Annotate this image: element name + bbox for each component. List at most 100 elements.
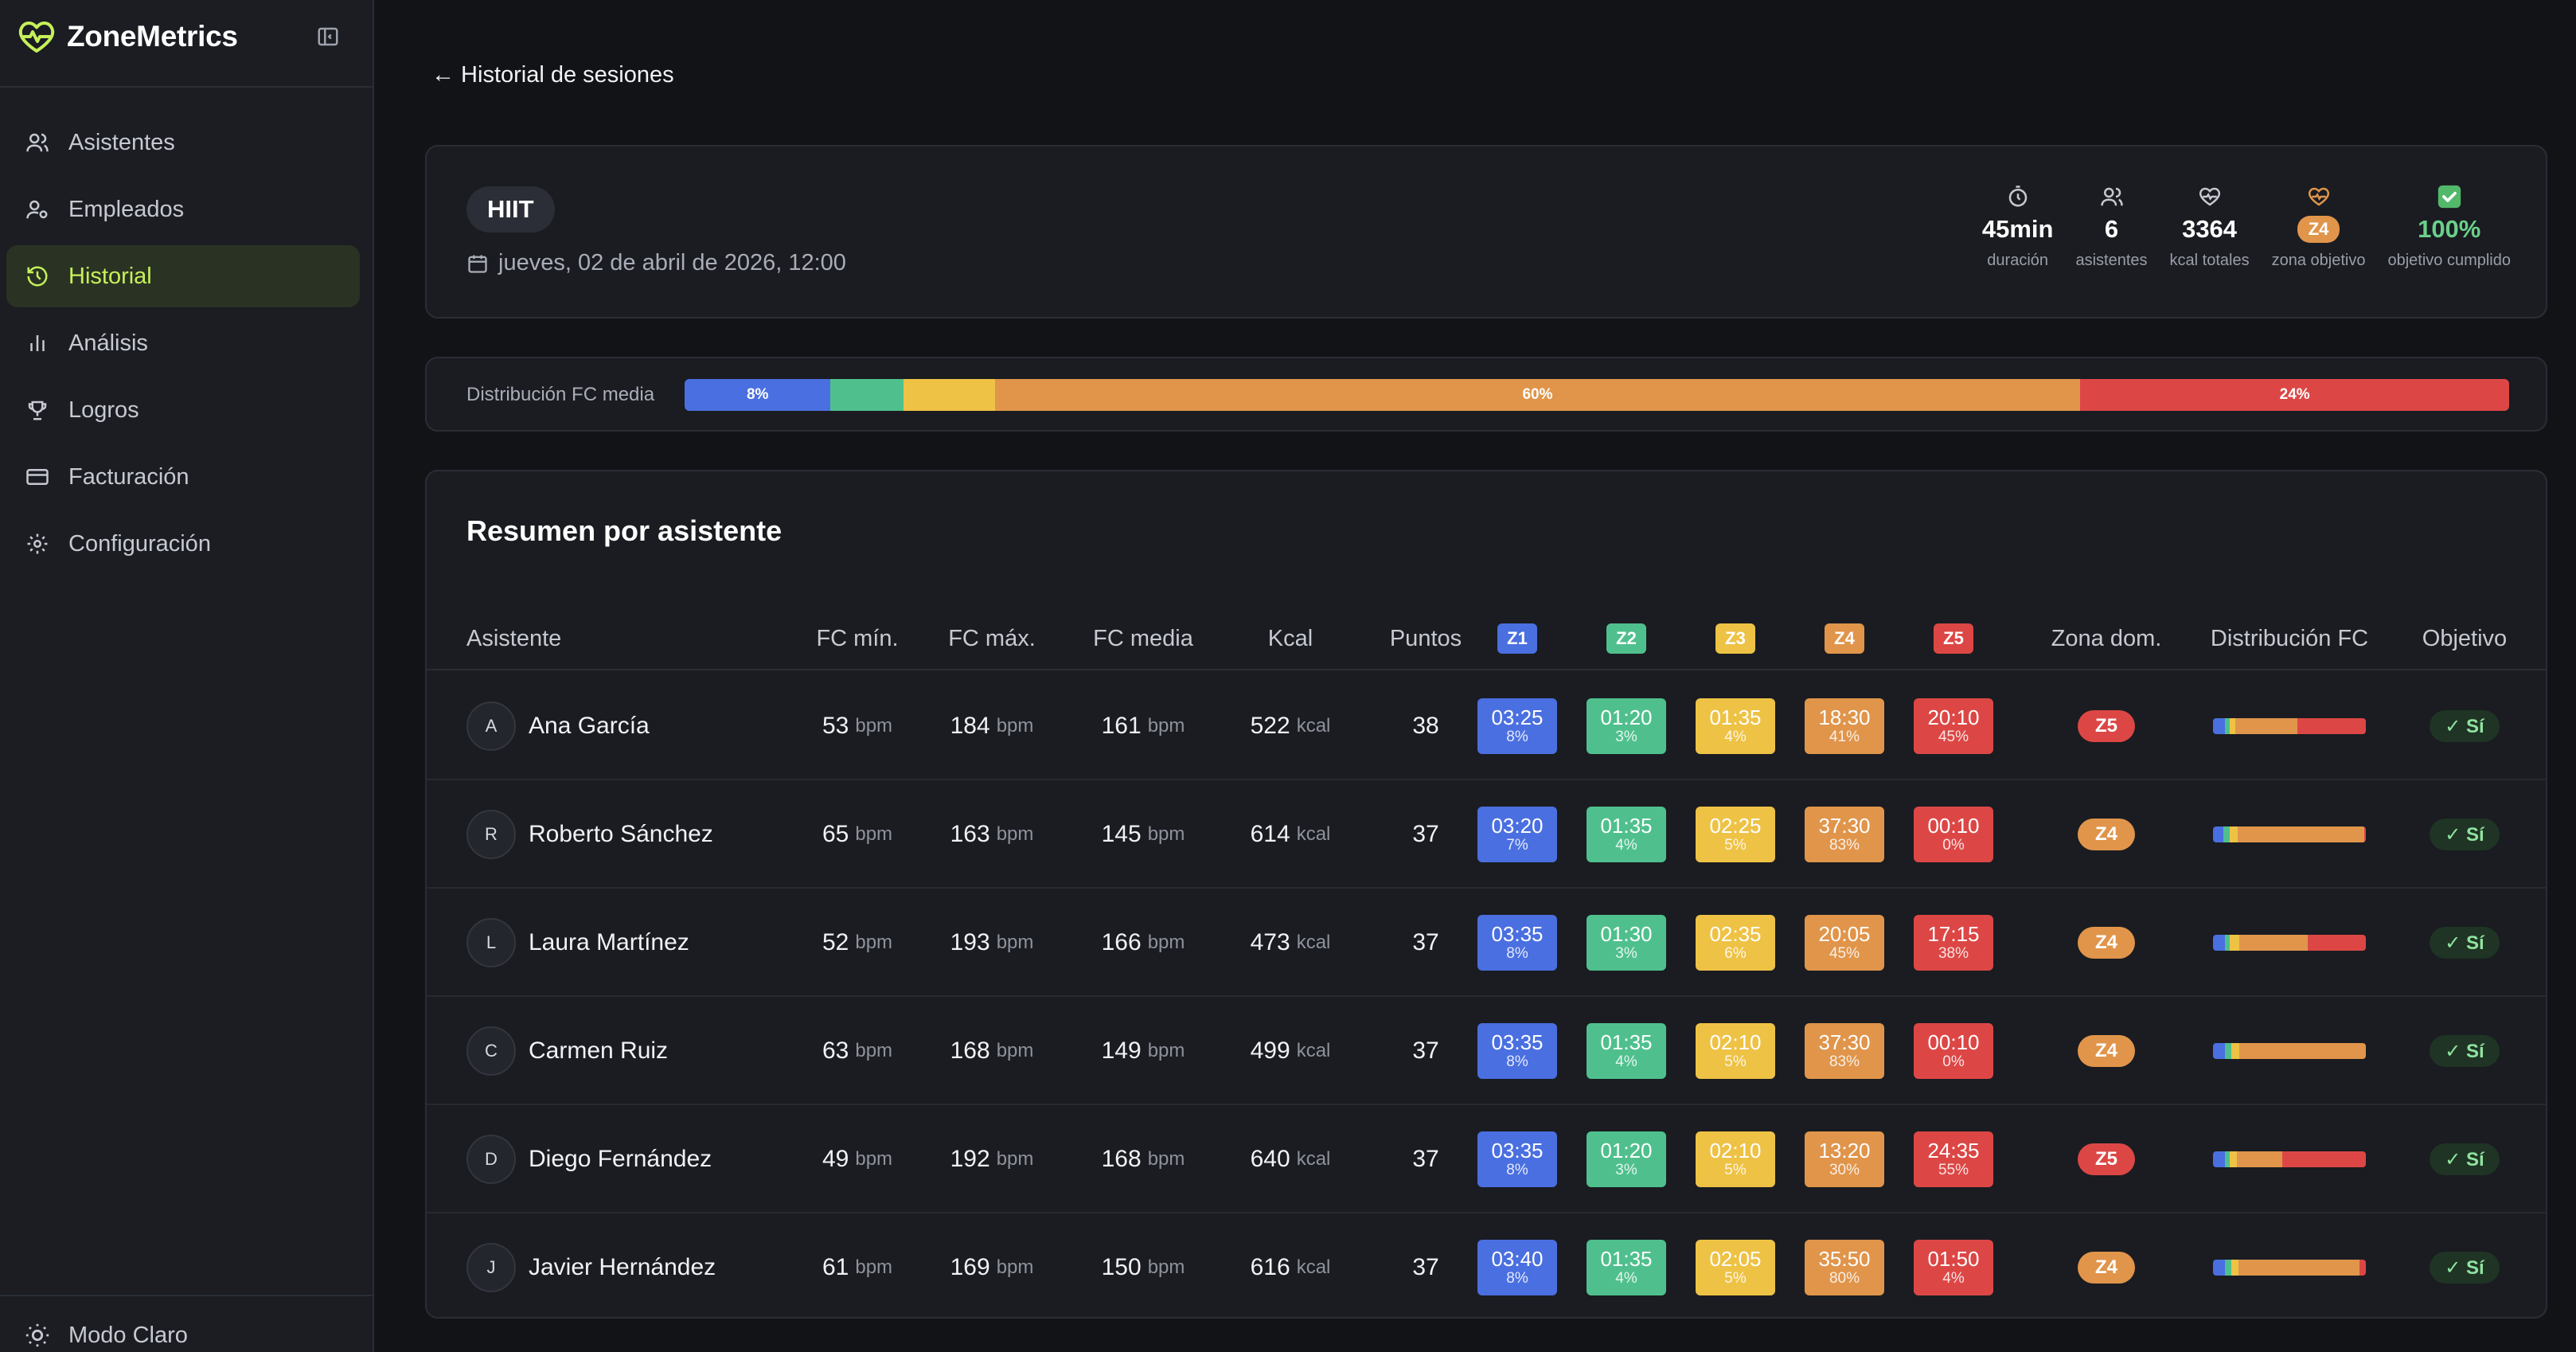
zone-time-cell-z5: 24:35 55% (1914, 1105, 1993, 1213)
zone-time-cell-z3: 02:10 5% (1696, 997, 1775, 1105)
fc-min-cell: 63 bpm (782, 997, 933, 1105)
col-header-fc-min[interactable]: FC mín. (816, 625, 899, 651)
mini-bar-segment-z2 (2225, 718, 2230, 734)
zone-time-cell-z2: 01:20 3% (1587, 1105, 1666, 1213)
mini-bar-segment-z1 (2213, 935, 2226, 951)
zone-percent: 5% (1724, 1053, 1747, 1070)
fc-avg-cell: 161 bpm (1064, 672, 1223, 780)
sun-icon (25, 1323, 49, 1347)
sidebar-item-empleados[interactable]: Empleados (6, 178, 360, 240)
table-row[interactable]: R Roberto Sánchez 65 bpm 163 bpm 145 bpm 614 kcal… (427, 780, 2546, 889)
mini-bar-segment-z3 (2231, 1043, 2239, 1059)
zone-time: 03:20 (1491, 814, 1544, 838)
col-header-points[interactable]: Puntos (1389, 625, 1462, 651)
sidebar-item-historial[interactable]: Historial (6, 245, 360, 307)
fc-avg-value: 161 (1101, 713, 1142, 739)
distribution-segment-z4: 60% (994, 379, 2081, 411)
back-to-history-link[interactable]: ← Historial de sesiones (431, 62, 674, 88)
session-date-text: jueves, 02 de abril de 2026, 12:00 (498, 250, 846, 275)
sidebar-item-label: Historial (68, 263, 152, 289)
unit-label: kcal (1296, 932, 1331, 953)
z3-badge: Z3 (1715, 623, 1755, 654)
sidebar-item-asistentes[interactable]: Asistentes (6, 111, 360, 174)
light-mode-toggle[interactable]: Modo Claro (24, 1322, 188, 1349)
zone-percent: 4% (1615, 1270, 1637, 1287)
attendee-cell[interactable]: A Ana García (466, 672, 650, 780)
fc-max-value: 169 (950, 1254, 990, 1280)
mini-bar-segment-z3 (2231, 1260, 2239, 1276)
col-header-z4[interactable]: Z4 (1805, 607, 1884, 670)
goal-achieved-pill: ✓ Sí (2430, 1252, 2500, 1284)
credit-card-icon (24, 463, 51, 490)
distribution-bar: 8% 60% 24% (685, 379, 2509, 411)
kcal-value: 499 (1250, 1037, 1290, 1064)
sidebar-item-analisis[interactable]: Análisis (6, 312, 360, 374)
table-row[interactable]: J Javier Hernández 61 bpm 169 bpm 150 bpm 616 kca… (427, 1213, 2546, 1317)
stat-value: Z4 (2297, 213, 2340, 245)
table-row[interactable]: L Laura Martínez 52 bpm 193 bpm 166 bpm 473 kcal 3… (427, 889, 2546, 997)
zone-time-cell-z5: 20:10 45% (1914, 672, 1993, 780)
col-header-z5[interactable]: Z5 (1914, 607, 1993, 670)
col-header-z2[interactable]: Z2 (1587, 607, 1666, 670)
sidebar-item-logros[interactable]: Logros (6, 379, 360, 441)
col-header-fc-max[interactable]: FC máx. (948, 625, 1036, 651)
col-header-z1[interactable]: Z1 (1477, 607, 1557, 670)
zone-percent: 3% (1615, 729, 1637, 745)
brand[interactable]: ZoneMetrics (18, 14, 360, 59)
col-header-hr-distribution[interactable]: Distribución FC (2210, 625, 2369, 651)
attendee-cell[interactable]: R Roberto Sánchez (466, 780, 713, 889)
attendee-cell[interactable]: C Carmen Ruiz (466, 997, 668, 1105)
col-header-dominant-zone[interactable]: Zona dom. (2051, 625, 2162, 651)
fc-max-cell: 163 bpm (920, 780, 1064, 889)
mini-bar-segment-z4 (2237, 1151, 2283, 1167)
col-header-fc-avg[interactable]: FC media (1093, 625, 1193, 651)
target-zone-pill: Z4 (2297, 216, 2340, 243)
zone-time-cell-z2: 01:35 4% (1587, 780, 1666, 889)
table-row[interactable]: A Ana García 53 bpm 184 bpm 161 bpm 522 kcal 38 03:… (427, 672, 2546, 780)
zone-time-box: 13:20 30% (1805, 1131, 1884, 1187)
trophy-icon (24, 397, 51, 424)
zone-time-box: 01:20 3% (1587, 698, 1666, 754)
zone-time-box: 37:30 83% (1805, 807, 1884, 862)
mini-bar-segment-z2 (2225, 1043, 2232, 1059)
mini-bar-segment-z1 (2213, 1043, 2226, 1059)
col-header-kcal[interactable]: Kcal (1267, 625, 1313, 651)
attendee-cell[interactable]: D Diego Fernández (466, 1105, 712, 1213)
zone-time: 20:05 (1818, 922, 1871, 946)
stat-label: objetivo cumplido (2387, 252, 2511, 269)
heart-pulse-logo-icon (18, 21, 55, 53)
zone-time-box: 01:35 4% (1587, 1240, 1666, 1295)
sidebar-item-facturacion[interactable]: Facturación (6, 446, 360, 508)
collapse-sidebar-button[interactable] (314, 22, 342, 51)
kcal-value: 640 (1250, 1146, 1290, 1172)
col-header-goal[interactable]: Objetivo (2422, 625, 2508, 651)
col-header-name[interactable]: Asistente (466, 625, 562, 651)
zone-time: 37:30 (1818, 1030, 1871, 1054)
points-cell: 37 (1412, 1037, 1439, 1064)
attendee-cell[interactable]: L Laura Martínez (466, 889, 689, 997)
table-row[interactable]: C Carmen Ruiz 63 bpm 168 bpm 149 bpm 499 kcal 37 03… (427, 997, 2546, 1105)
dominant-zone-pill: Z5 (2078, 1143, 2135, 1175)
zone-time: 00:10 (1927, 1030, 1980, 1054)
unit-label: bpm (855, 1148, 893, 1170)
stat-value: 100% (2418, 215, 2481, 243)
sidebar-collapse-icon (318, 27, 338, 46)
sidebar-item-label: Facturación (68, 463, 189, 490)
zone-time-cell-z1: 03:20 7% (1477, 780, 1557, 889)
zone-time: 03:35 (1491, 922, 1544, 946)
sidebar-item-configuracion[interactable]: Configuración (6, 513, 360, 575)
zone-percent: 4% (1942, 1270, 1965, 1287)
stat-label: zona objetivo (2271, 252, 2366, 269)
fc-min-value: 61 (822, 1254, 849, 1280)
col-header-z3[interactable]: Z3 (1696, 607, 1775, 670)
dominant-zone-cell: Z4 (2019, 1213, 2194, 1317)
distribution-segment-z3 (904, 379, 995, 411)
attendee-cell[interactable]: J Javier Hernández (466, 1213, 716, 1317)
dominant-zone-pill: Z4 (2078, 1252, 2135, 1284)
table-row[interactable]: D Diego Fernández 49 bpm 192 bpm 168 bpm 640 kcal… (427, 1105, 2546, 1213)
zone-time-cell-z2: 01:20 3% (1587, 672, 1666, 780)
zone-time-box: 01:50 4% (1914, 1240, 1993, 1295)
mini-distribution-bar (2213, 718, 2366, 734)
gear-icon (24, 530, 51, 557)
zone-time-box: 17:15 38% (1914, 915, 1993, 971)
